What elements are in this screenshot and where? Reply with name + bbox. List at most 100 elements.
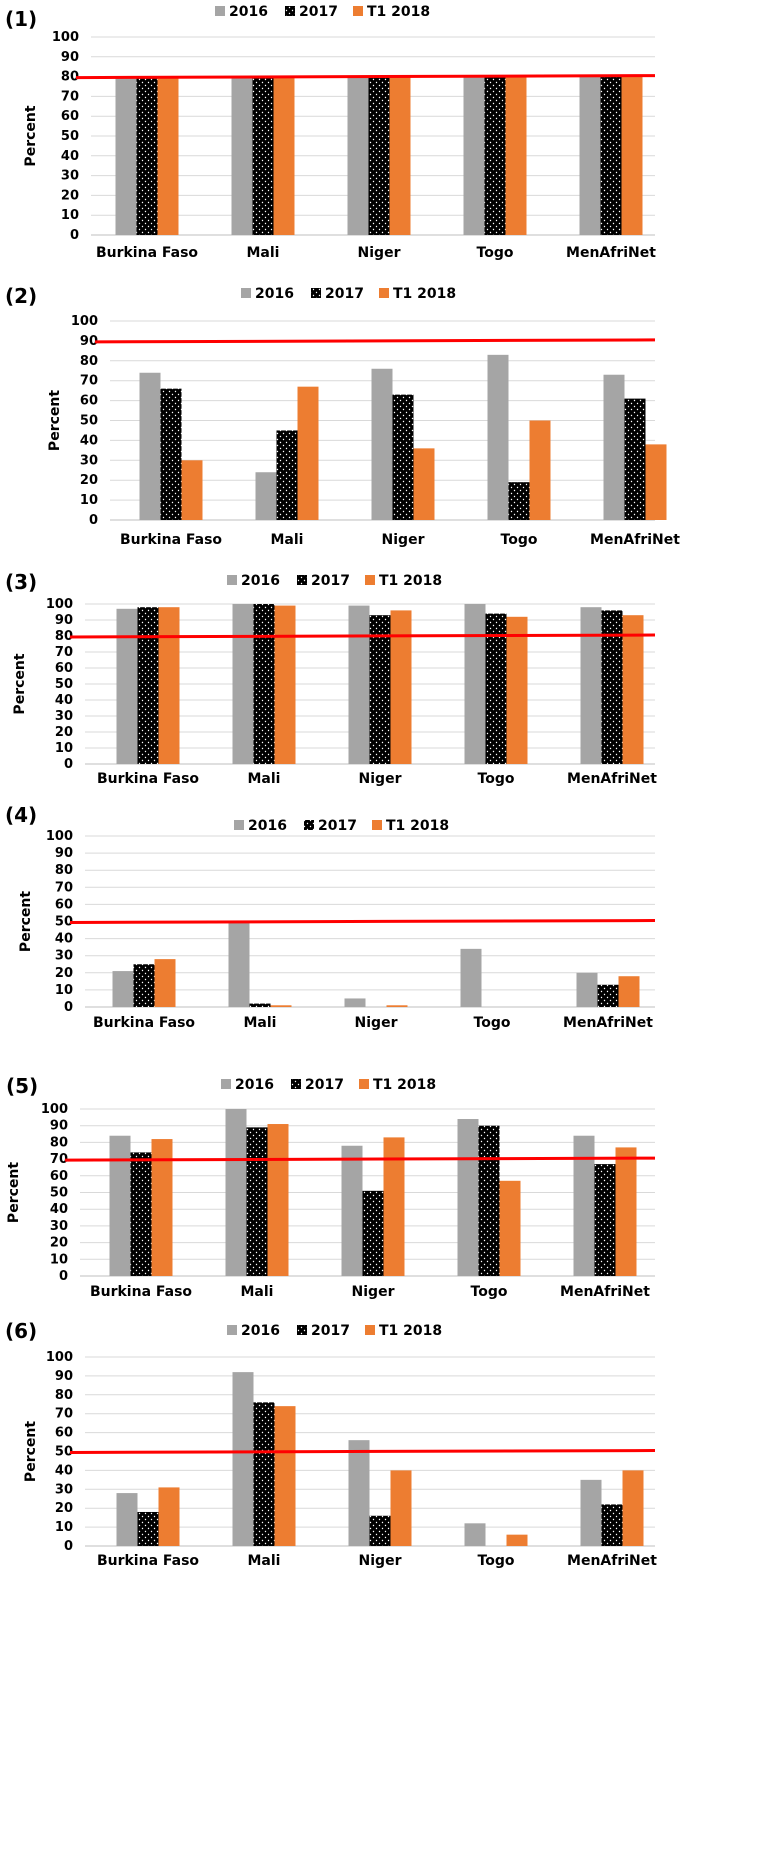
y-tick-label: 70 bbox=[80, 374, 98, 389]
bar-t1-2018-togo bbox=[506, 1534, 528, 1546]
legend-swatch-3 bbox=[365, 575, 375, 585]
bar-t1-2018-burkina-faso bbox=[151, 1139, 173, 1276]
y-tick-label: 100 bbox=[41, 1102, 68, 1117]
bar-2016-niger bbox=[348, 1440, 370, 1546]
y-tick-label: 30 bbox=[61, 169, 79, 184]
y-tick-label: 50 bbox=[50, 1186, 68, 1201]
y-tick-label: 100 bbox=[46, 597, 73, 612]
y-axis-label: Percent bbox=[23, 1421, 39, 1482]
bar-t1-2018-burkina-faso bbox=[154, 959, 176, 1007]
bar-t1-2018-menafrinet bbox=[622, 615, 644, 764]
legend-label-3: T1 2018 bbox=[379, 1323, 442, 1339]
legend: 2016 2017 T1 2018 bbox=[234, 818, 449, 834]
legend-label-1: 2016 bbox=[248, 818, 287, 834]
legend: 2016 2017 T1 2018 bbox=[215, 4, 430, 20]
x-category-label: MenAfriNet bbox=[567, 771, 657, 787]
y-tick-label: 90 bbox=[55, 846, 73, 861]
legend: 2016 2017 T1 2018 bbox=[241, 286, 456, 302]
y-tick-label: 40 bbox=[50, 1202, 68, 1217]
legend-swatch-3 bbox=[359, 1079, 369, 1089]
bar-2017-niger bbox=[392, 394, 414, 520]
legend-label-1: 2016 bbox=[255, 286, 294, 302]
y-tick-label: 0 bbox=[64, 1539, 73, 1554]
legend: 2016 2017 T1 2018 bbox=[227, 1323, 442, 1339]
y-tick-label: 0 bbox=[70, 228, 79, 243]
bar-t1-2018-mali bbox=[267, 1124, 289, 1276]
x-category-label: MenAfriNet bbox=[566, 245, 656, 261]
panel-label: (6) bbox=[5, 1319, 37, 1343]
x-category-label: Burkina Faso bbox=[120, 532, 222, 548]
bar-2017-togo bbox=[485, 613, 507, 764]
x-category-label: Burkina Faso bbox=[93, 1015, 195, 1031]
x-category-label: Togo bbox=[477, 245, 514, 261]
panel-label: (3) bbox=[5, 570, 37, 594]
bar-2016-menafrinet bbox=[603, 374, 625, 520]
y-tick-label: 20 bbox=[80, 473, 98, 488]
y-tick-label: 60 bbox=[55, 897, 73, 912]
bar-2016-mali bbox=[231, 76, 253, 235]
y-tick-label: 60 bbox=[50, 1169, 68, 1184]
legend-label-3: T1 2018 bbox=[367, 4, 430, 20]
target-line bbox=[69, 919, 656, 924]
bar-2016-niger bbox=[347, 76, 369, 235]
bar-2016-mali bbox=[255, 472, 277, 520]
y-tick-label: 70 bbox=[50, 1152, 68, 1167]
legend-label-2: 2017 bbox=[325, 286, 364, 302]
y-tick-label: 40 bbox=[55, 1463, 73, 1478]
bar-2016-menafrinet bbox=[579, 76, 601, 235]
y-tick-label: 40 bbox=[55, 693, 73, 708]
bar-t1-2018-togo bbox=[529, 420, 551, 520]
y-tick-label: 30 bbox=[55, 949, 73, 964]
legend-label-3: T1 2018 bbox=[393, 286, 456, 302]
bar-t1-2018-togo bbox=[506, 616, 528, 764]
bar-2017-togo bbox=[478, 1125, 500, 1276]
x-category-label: Togo bbox=[471, 1284, 508, 1300]
legend-swatch-1 bbox=[221, 1079, 231, 1089]
bar-t1-2018-togo bbox=[505, 76, 527, 235]
bar-2017-niger bbox=[362, 1190, 384, 1276]
target-line bbox=[69, 633, 656, 639]
x-category-label: Burkina Faso bbox=[96, 245, 198, 261]
legend-label-3: T1 2018 bbox=[373, 1077, 436, 1093]
y-tick-label: 50 bbox=[80, 414, 98, 429]
x-category-label: Niger bbox=[352, 1284, 395, 1300]
legend-swatch-1 bbox=[215, 6, 225, 16]
legend-swatch-2 bbox=[297, 575, 307, 585]
target-line bbox=[75, 74, 656, 80]
bar-2016-burkina-faso bbox=[116, 608, 138, 764]
x-category-label: Niger bbox=[382, 532, 425, 548]
bar-t1-2018-mali bbox=[274, 1406, 296, 1546]
y-tick-label: 20 bbox=[55, 966, 73, 981]
bar-t1-2018-togo bbox=[499, 1180, 521, 1276]
y-tick-label: 20 bbox=[50, 1236, 68, 1251]
y-tick-label: 70 bbox=[55, 880, 73, 895]
chart-panel-4: (4) 2016 2017 T1 2018 0 10 20 30 40 50 60 70 80 90 100… bbox=[5, 803, 656, 1031]
chart-panel-3: (3) 2016 2017 T1 2018 0102030405060708090100… bbox=[5, 570, 657, 787]
legend: 2016 2017 T1 2018 bbox=[227, 573, 442, 589]
bar-2017-menafrinet bbox=[624, 398, 646, 520]
bar-2016-togo bbox=[464, 1523, 486, 1546]
target-line bbox=[64, 1156, 656, 1162]
x-category-label: Mali bbox=[247, 245, 280, 261]
bar-2016-mali bbox=[225, 1109, 247, 1276]
legend-label-2: 2017 bbox=[299, 4, 338, 20]
bar-t1-2018-niger bbox=[390, 610, 412, 764]
bar-2017-mali bbox=[252, 76, 274, 235]
legend-label-2: 2017 bbox=[318, 818, 357, 834]
bar-2017-niger bbox=[369, 615, 391, 764]
y-tick-label: 40 bbox=[61, 149, 79, 164]
y-tick-label: 80 bbox=[55, 1388, 73, 1403]
bar-t1-2018-menafrinet bbox=[621, 76, 643, 235]
y-tick-label: 50 bbox=[61, 129, 79, 144]
bar-2017-burkina-faso bbox=[133, 964, 155, 1007]
legend-swatch-1 bbox=[234, 820, 244, 830]
bar-2016-niger bbox=[344, 998, 366, 1007]
bar-t1-2018-menafrinet bbox=[622, 1470, 644, 1546]
legend-label-3: T1 2018 bbox=[386, 818, 449, 834]
x-category-label: Niger bbox=[359, 1553, 402, 1569]
bar-2017-menafrinet bbox=[594, 1164, 616, 1276]
y-tick-label: 90 bbox=[55, 1369, 73, 1384]
bar-t1-2018-niger bbox=[383, 1137, 405, 1276]
bars bbox=[109, 1109, 637, 1276]
bar-t1-2018-mali bbox=[297, 386, 319, 520]
